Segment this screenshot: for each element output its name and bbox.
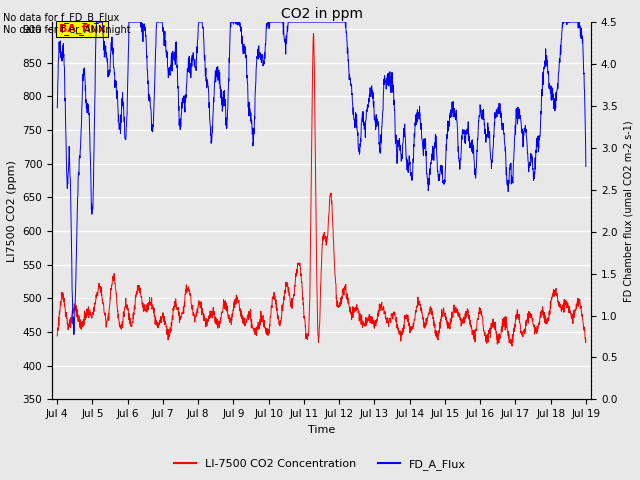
Legend: LI-7500 CO2 Concentration, FD_A_Flux: LI-7500 CO2 Concentration, FD_A_Flux [169, 455, 471, 474]
Title: CO2 in ppm: CO2 in ppm [280, 7, 363, 21]
X-axis label: Time: Time [308, 425, 335, 435]
Y-axis label: FD Chamber flux (umal CO2 m-2 s-1): FD Chamber flux (umal CO2 m-2 s-1) [623, 120, 633, 301]
Text: BA_flux: BA_flux [59, 24, 106, 35]
Text: No data for f_FD_B_Flux: No data for f_FD_B_Flux [3, 12, 120, 23]
Y-axis label: LI7500 CO2 (ppm): LI7500 CO2 (ppm) [7, 160, 17, 262]
Text: No data for f_er_ANNnight: No data for f_er_ANNnight [3, 24, 131, 35]
